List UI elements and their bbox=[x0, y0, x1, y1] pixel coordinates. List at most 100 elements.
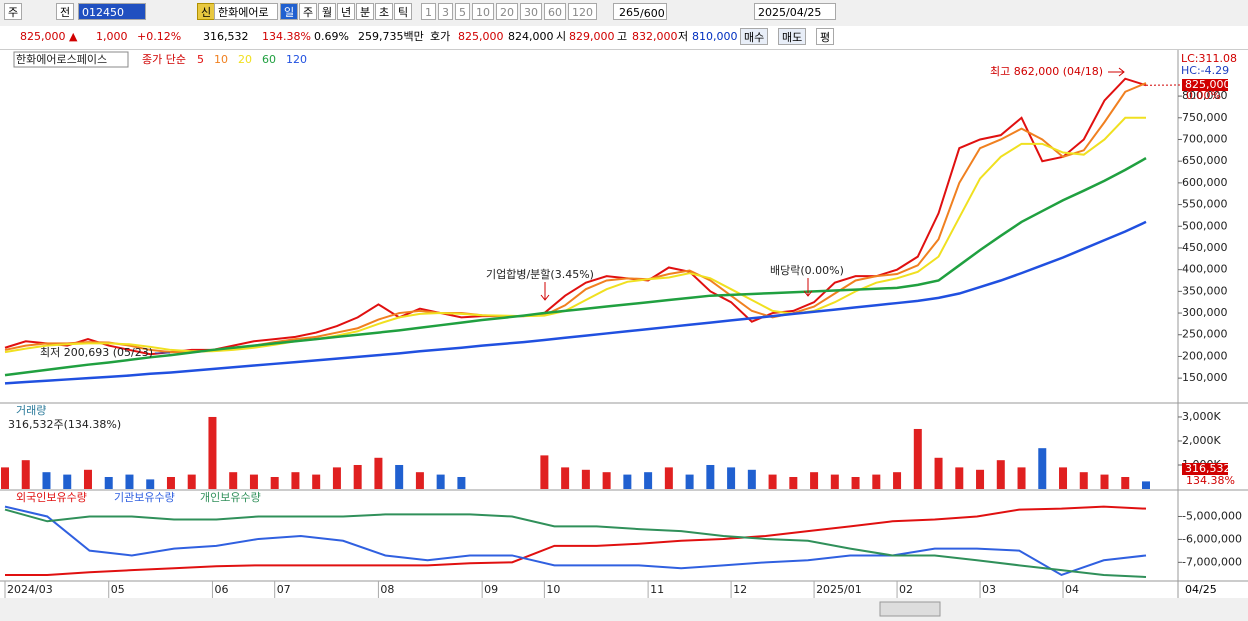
indicator: LC:311.08 bbox=[1181, 52, 1237, 65]
y-tick-label: 700,000 bbox=[1182, 132, 1228, 145]
annotation: 최고 862,000 (04/18) bbox=[990, 65, 1103, 78]
last-price: 825,000 bbox=[1185, 78, 1231, 91]
y-tick-label: 2,000K bbox=[1182, 434, 1221, 447]
price: 825,000 ▲ bbox=[20, 30, 78, 43]
period-button[interactable]: 분 bbox=[356, 3, 375, 20]
scroll-bar[interactable] bbox=[0, 598, 1248, 621]
legend-entry: 120 bbox=[286, 53, 307, 66]
last-volume: 316,532 bbox=[1185, 462, 1231, 475]
period-button[interactable]: 초 bbox=[375, 3, 394, 20]
volume-bar bbox=[747, 469, 756, 489]
volume: 316,532 bbox=[203, 30, 249, 43]
interval-button[interactable]: 5 bbox=[455, 3, 470, 20]
count-input[interactable]: 265 bbox=[613, 3, 667, 20]
buy-button[interactable]: 매수 bbox=[740, 28, 769, 45]
volume-bar bbox=[727, 467, 736, 489]
volume-bar bbox=[125, 474, 134, 489]
x-tick-label: 04 bbox=[1065, 583, 1079, 596]
low-label: 저 bbox=[678, 30, 689, 43]
interval-button[interactable]: 20 bbox=[496, 3, 518, 20]
open-label: 시 bbox=[556, 30, 567, 43]
change-pct: +0.12% bbox=[137, 30, 182, 43]
volume-bar bbox=[436, 474, 445, 489]
sell-button[interactable]: 매도 bbox=[778, 28, 807, 45]
volume-bar bbox=[374, 457, 383, 489]
volume-bar bbox=[42, 472, 51, 489]
x-tick-label: 08 bbox=[380, 583, 394, 596]
interval-button[interactable]: 60 bbox=[544, 3, 566, 20]
volume-bar bbox=[1038, 448, 1047, 489]
volume-bar bbox=[457, 476, 466, 489]
series-line bbox=[5, 505, 1147, 576]
volume-bar bbox=[332, 467, 341, 489]
period-button[interactable]: 틱 bbox=[394, 3, 413, 20]
annotation-arrow bbox=[1108, 67, 1125, 77]
annotation: 기업합병/분할(3.45%) bbox=[486, 268, 594, 281]
prev-button[interactable]: 전 bbox=[56, 3, 75, 20]
y-tick-label: 250,000 bbox=[1182, 328, 1228, 341]
volume-bar bbox=[291, 472, 300, 489]
volume-bar bbox=[893, 472, 902, 489]
series-line bbox=[4, 505, 1147, 577]
y-tick-label: 500,000 bbox=[1182, 219, 1228, 232]
interval-button[interactable]: 120 bbox=[568, 3, 597, 20]
series-line bbox=[4, 77, 1147, 356]
interval-button[interactable]: 30 bbox=[520, 3, 542, 20]
interval-button[interactable]: 10 bbox=[472, 3, 494, 20]
period-button[interactable]: 일 bbox=[280, 3, 299, 20]
volume-bar bbox=[166, 476, 175, 489]
volume-bar bbox=[229, 472, 238, 489]
y-tick-label: 600,000 bbox=[1182, 176, 1228, 189]
volume-bar bbox=[415, 472, 424, 489]
volume-ratio: 134.38% bbox=[262, 30, 311, 43]
volume-bar bbox=[830, 474, 839, 489]
y-tick-label: -7,000,000 bbox=[1182, 555, 1242, 568]
view-select[interactable]: 주 bbox=[4, 3, 23, 20]
high-label: 고 bbox=[617, 30, 628, 43]
volume-bar bbox=[21, 460, 30, 489]
credit-badge: 신 bbox=[197, 3, 216, 20]
period-button[interactable]: 주 bbox=[299, 3, 318, 20]
legend-entry: 외국인보유수량 bbox=[16, 491, 87, 504]
scroll-buttons[interactable] bbox=[879, 601, 941, 617]
volume-bar bbox=[623, 474, 632, 489]
last-volume-box bbox=[1182, 463, 1228, 475]
indicator: HC:-4.29 bbox=[1181, 64, 1229, 77]
annotation: 최저 200,693 (05/23) bbox=[40, 346, 153, 359]
interval-button[interactable]: 3 bbox=[438, 3, 453, 20]
low: 810,000 bbox=[692, 30, 738, 43]
toolbar: 주 전 012450 신 한화에어로 일 주 월 년 분 초 틱 1 3 5 10 20 30 60 120… bbox=[0, 0, 1248, 26]
legend-entry: 20 bbox=[238, 53, 252, 66]
legend-entry: 10 bbox=[214, 53, 228, 66]
volume-bar bbox=[208, 416, 217, 489]
volume-bar bbox=[353, 464, 362, 489]
x-tick-label: 10 bbox=[546, 583, 560, 596]
chart-subtitle: 316,532주(134.38%) bbox=[8, 418, 121, 431]
volume-bar bbox=[270, 476, 279, 489]
code-input[interactable]: 012450 bbox=[78, 3, 146, 20]
title-box bbox=[13, 51, 129, 68]
period-button[interactable]: 월 bbox=[318, 3, 337, 20]
x-tick-label: 05 bbox=[111, 583, 125, 596]
y-tick-label: 650,000 bbox=[1182, 154, 1228, 167]
volume-bar bbox=[685, 474, 694, 489]
x-tick-label: 11 bbox=[650, 583, 664, 596]
volume-bar bbox=[768, 474, 777, 489]
volume-bar bbox=[63, 474, 72, 489]
x-tick-label: 12 bbox=[733, 583, 747, 596]
avg-button[interactable]: 평 bbox=[816, 28, 835, 45]
volume-bar bbox=[934, 457, 943, 489]
quote-bar: 825,000 ▲ 1,000 +0.12% 316,532 134.38% 0… bbox=[0, 26, 1248, 50]
volume-bar bbox=[83, 469, 92, 489]
date-input[interactable]: 2025/04/25 bbox=[754, 3, 836, 20]
volume-bar bbox=[913, 428, 922, 489]
volume-bar bbox=[706, 464, 715, 489]
x-tick-label: 07 bbox=[277, 583, 291, 596]
interval-button[interactable]: 1 bbox=[421, 3, 436, 20]
volume-bar bbox=[249, 474, 258, 489]
legend-entry: 60 bbox=[262, 53, 276, 66]
turnover: 0.69% bbox=[314, 30, 349, 43]
period-button[interactable]: 년 bbox=[337, 3, 356, 20]
volume-bar bbox=[1079, 472, 1088, 489]
y-tick-label: -5,000,000 bbox=[1182, 509, 1242, 522]
